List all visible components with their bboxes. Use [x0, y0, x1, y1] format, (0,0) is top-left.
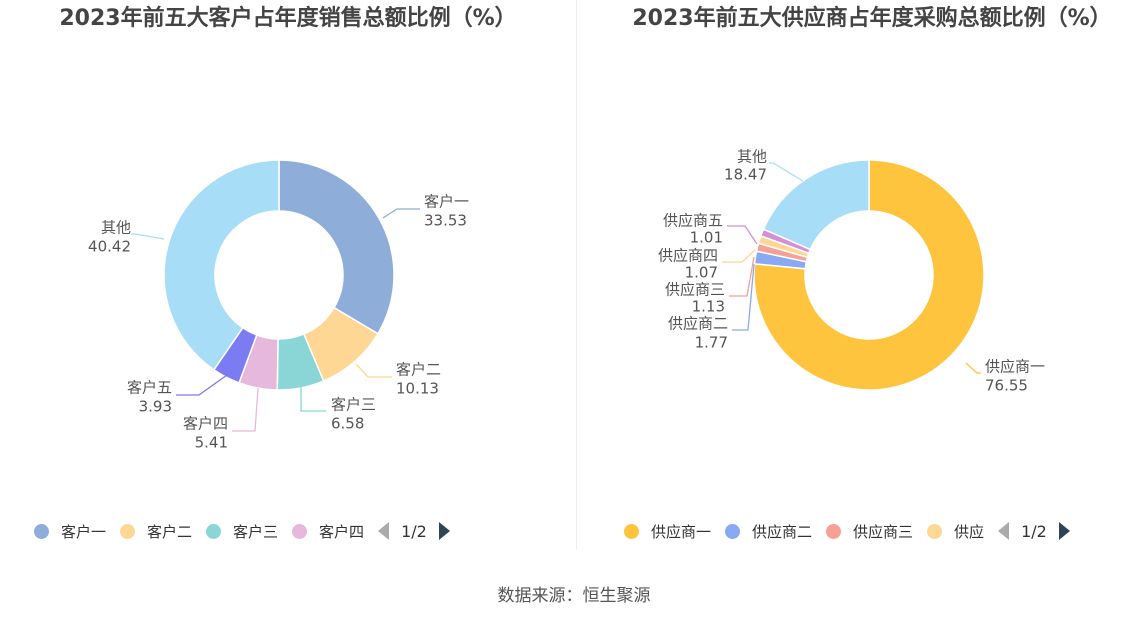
- label-leader-line: [176, 374, 228, 396]
- slice-label-value: 10.13: [396, 380, 439, 398]
- legend-prev-page-icon[interactable]: [998, 522, 1010, 540]
- legend-marker: [725, 523, 741, 539]
- legend-item[interactable]: 供应商二: [725, 521, 812, 542]
- slice-label-name: 其他: [737, 148, 767, 166]
- supplier-chart-panel: 2023年前五大供应商占年度采购总额比例（%） 供应商一 76.55 供应商二 1.7…: [577, 0, 1148, 550]
- slice-label-name: 供应商五: [663, 212, 723, 230]
- legend-pager: 1/2: [378, 522, 450, 541]
- label-leader-line: [732, 263, 755, 331]
- slice-label-value: 5.41: [195, 434, 228, 452]
- chart-legend: 供应商一 供应商二 供应商三 供应 1/2: [624, 519, 1070, 543]
- legend-item[interactable]: 客户四: [292, 521, 364, 542]
- slice-label-value: 1.01: [690, 229, 723, 247]
- legend-marker: [927, 523, 943, 539]
- legend-label: 供应商三: [853, 522, 914, 541]
- donut-slices: [753, 159, 985, 391]
- legend-label: 供应: [954, 522, 985, 541]
- legend-label: 供应商二: [752, 522, 813, 541]
- slice-label-value: 1.77: [695, 334, 728, 352]
- legend-prev-page-icon[interactable]: [378, 522, 390, 540]
- donut-slices: [163, 159, 395, 391]
- customer-chart-panel: 2023年前五大客户占年度销售总额比例（%） 客户一 33.53 客户二 10.13 客…: [0, 0, 576, 550]
- pie-slice-6[interactable]: [163, 159, 280, 371]
- legend-marker: [624, 523, 639, 539]
- pie-slice-6[interactable]: [762, 159, 870, 251]
- legend-next-page-icon[interactable]: [1058, 522, 1070, 540]
- slice-label-name: 客户四: [183, 415, 228, 433]
- slice-label-value: 1.13: [692, 298, 725, 316]
- label-leader-line: [355, 363, 392, 378]
- slice-label-name: 客户三: [331, 396, 376, 414]
- slice-label-name: 供应商二: [668, 315, 728, 333]
- legend-marker: [292, 523, 308, 539]
- chart-title: 2023年前五大客户占年度销售总额比例（%）: [59, 6, 517, 31]
- slice-label-name: 供应商四: [658, 247, 718, 265]
- slice-label-value: 1.07: [685, 264, 718, 282]
- slice-label-name: 供应商三: [665, 281, 725, 299]
- legend-next-page-icon[interactable]: [438, 522, 450, 540]
- label-leader-line: [769, 162, 804, 182]
- label-leader-line: [382, 208, 420, 219]
- slice-label-value: 18.47: [724, 166, 767, 184]
- slice-label-value: 76.55: [985, 377, 1028, 395]
- label-leader-line: [722, 249, 756, 263]
- data-source: 数据来源：恒生聚源: [497, 586, 651, 606]
- legend-item[interactable]: 供应: [927, 521, 984, 542]
- label-leader-line: [300, 387, 326, 412]
- slice-label-name: 客户二: [396, 361, 441, 379]
- legend-marker: [826, 523, 842, 539]
- slice-label-name: 客户一: [424, 193, 469, 211]
- legend-pager: 1/2: [998, 522, 1070, 541]
- label-leader-line: [727, 225, 758, 245]
- legend-page-indicator: 1/2: [1021, 521, 1047, 541]
- legend-item[interactable]: 供应商三: [826, 521, 913, 542]
- label-leader-line: [232, 387, 259, 432]
- slice-label-name: 客户五: [127, 379, 172, 397]
- slice-label-value: 6.58: [331, 415, 364, 433]
- pie-slice-1[interactable]: [753, 159, 985, 391]
- slice-label-name: 其他: [101, 219, 131, 237]
- pie-slice-1[interactable]: [278, 159, 395, 335]
- legend-label: 客户三: [233, 522, 279, 541]
- legend-item[interactable]: 客户三: [206, 521, 278, 542]
- legend-label: 客户一: [61, 522, 107, 541]
- slice-label-name: 供应商一: [985, 358, 1045, 376]
- slice-label-value: 3.93: [139, 398, 172, 416]
- label-leader-line: [729, 256, 755, 297]
- slice-label-value: 40.42: [88, 238, 131, 256]
- panel-divider: [576, 0, 577, 550]
- legend-label: 供应商一: [651, 522, 712, 541]
- legend-item[interactable]: 客户一: [34, 521, 106, 542]
- chart-legend: 客户一 客户二 客户三 客户四 1/2: [34, 519, 450, 543]
- legend-item[interactable]: 客户二: [120, 521, 192, 542]
- legend-marker: [120, 523, 136, 539]
- legend-marker: [206, 523, 222, 539]
- legend-page-indicator: 1/2: [401, 521, 427, 541]
- legend-item[interactable]: 供应商一: [624, 521, 711, 542]
- legend-label: 客户二: [147, 522, 193, 541]
- chart-title: 2023年前五大供应商占年度采购总额比例（%）: [632, 6, 1112, 31]
- legend-marker: [34, 523, 49, 539]
- legend-label: 客户四: [319, 522, 365, 541]
- label-leader-line: [131, 233, 165, 240]
- slice-label-value: 33.53: [424, 212, 467, 230]
- label-leader-line: [965, 362, 981, 374]
